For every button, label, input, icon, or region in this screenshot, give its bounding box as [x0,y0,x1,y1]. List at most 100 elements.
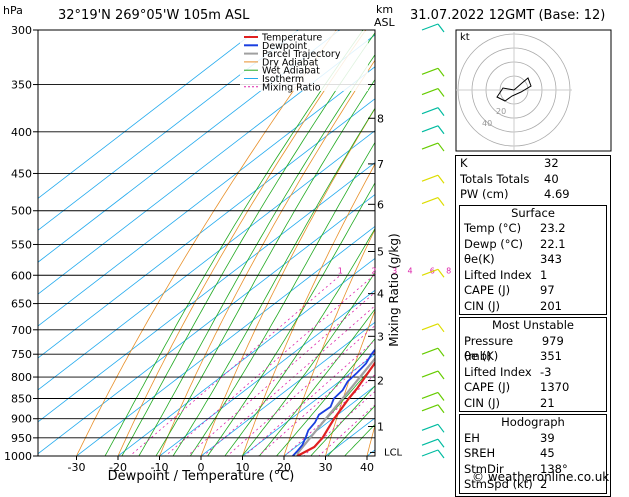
isotherm-line [38,162,375,423]
stat-row-surface: θe(K) 343 [460,252,606,268]
temperature-label: 0 [198,461,205,474]
dry-adiabat [117,30,367,456]
isotherm-line [38,30,258,199]
stat-value: 343 [540,252,562,266]
stat-label: EH [464,430,480,445]
wind-barb-flag [437,174,445,184]
mixing-ratio-line [129,274,341,456]
hodograph-title: Hodograph [501,415,565,429]
wet-adiabat [121,32,375,456]
hodograph-unit: kt [460,32,470,43]
wind-barb-flag [437,323,445,333]
mixing-ratio-label: 4 [407,266,412,275]
isotherm-line [38,98,375,359]
stat-value: 97 [540,283,555,297]
copyright: © weatheronline.co.uk [472,470,610,484]
stat-label: Totals Totals [460,171,530,186]
temperature-label: 20 [277,461,291,474]
pressure-label: 600 [11,269,32,282]
stat-label: θe (K) [464,349,499,363]
wet-adiabat [327,405,375,456]
stat-row-mu: θe (K) 351 [460,349,606,365]
plot-frame [37,29,376,457]
stat-row-surface: Lifted Index 1 [460,268,606,284]
stat-row-top: PW (cm) 4.69 [456,187,610,203]
stat-label: CIN (J) [464,298,501,313]
dry-adiabat [200,107,375,456]
hodograph-section: Hodograph EH 39 SREH 45 StmDir 138° StmSpd (kt… [459,414,607,494]
most-unstable-title: Most Unstable [492,318,574,332]
isotherm-line [283,385,375,456]
wind-barb-flag [437,347,445,357]
wind-barb-flag [437,423,445,433]
mixing-ratio-label: 2 [371,266,376,275]
parcel-trajectory-line [296,356,375,456]
stat-row-hodo: SREH 45 [460,446,606,462]
pressure-label: 400 [11,126,32,139]
wind-barb [421,268,439,276]
stat-row-surface: Temp (°C) 23.2 [460,221,606,237]
wind-barb [421,438,439,446]
stat-value: 23.2 [540,221,566,235]
mixing-ratio-line [186,291,375,456]
dry-adiabat [615,6,629,474]
wind-barb [421,67,439,75]
pressure-label: 350 [11,79,32,92]
wind-barb [421,404,439,412]
wet-adiabat [344,423,375,456]
km-label: 8 [377,112,384,125]
sounding-profiles [292,348,375,456]
dry-adiabat [242,163,375,456]
wet-adiabat [310,385,375,456]
isobar-lines [38,29,375,457]
surface-title: Surface [511,205,555,220]
isotherm-line [117,257,375,456]
legend-entry: Parcel Trajectory [262,49,341,60]
wind-barb [421,142,439,150]
stat-row-surface: CIN (J) 201 [460,299,606,315]
unit-asl: ASL [374,16,395,29]
wind-barb [421,370,439,378]
skewt-diagram: 3003504004505005506006507007508008509009… [4,6,629,484]
stat-row-mu: CAPE (J) 1370 [460,380,606,396]
stat-label: CAPE (J) [464,283,511,297]
isotherm-line [158,289,375,456]
pressure-label: 850 [11,392,32,405]
temperature-label: 10 [236,461,250,474]
temperature-label: -20 [109,461,127,474]
wind-barb [421,391,439,400]
wet-adiabat [138,54,375,456]
pressure-label: 1000 [4,450,32,463]
stat-label: Lifted Index [464,364,532,379]
stat-label: Pressure (mb) [464,333,514,364]
wet-adiabat-lines [104,30,375,456]
wind-barb-flag [437,197,445,206]
stat-value: 21 [540,395,555,410]
pressure-axis: 300 350 400 450 500 550 600 650 700 750 800 850 900 9… [4,24,38,463]
km-label: 1 [377,420,384,433]
km-label: 7 [377,158,384,171]
temperature-label: -10 [151,461,169,474]
stat-value: 45 [540,446,555,460]
wet-adiabat [189,141,375,456]
wind-barb [421,423,439,431]
km-label: 6 [377,198,384,211]
km-label: 3 [377,330,384,343]
mixing-ratio-lines [129,274,375,456]
wind-barb [421,107,439,115]
wind-barb-flag [437,438,445,448]
stat-label: Lifted Index [464,267,532,282]
top-indices: K 32 Totals Totals 40 PW (cm) 4.69 [456,156,610,203]
wind-barbs [421,23,445,459]
dewpoint-line [292,348,375,456]
pressure-label: 900 [11,413,32,426]
wind-barb-flag [437,404,445,414]
wet-adiabat [172,107,375,456]
most-unstable-section: Most Unstable Pressure (mb) 979 θe (K) 351 L… [459,317,607,412]
pressure-label: 800 [11,371,32,384]
hodograph-trace [496,77,532,102]
wind-barb-flag [437,142,445,152]
wind-barb [421,125,439,133]
datetime-title: 31.07.2022 12GMT (Base: 12) [410,8,606,23]
